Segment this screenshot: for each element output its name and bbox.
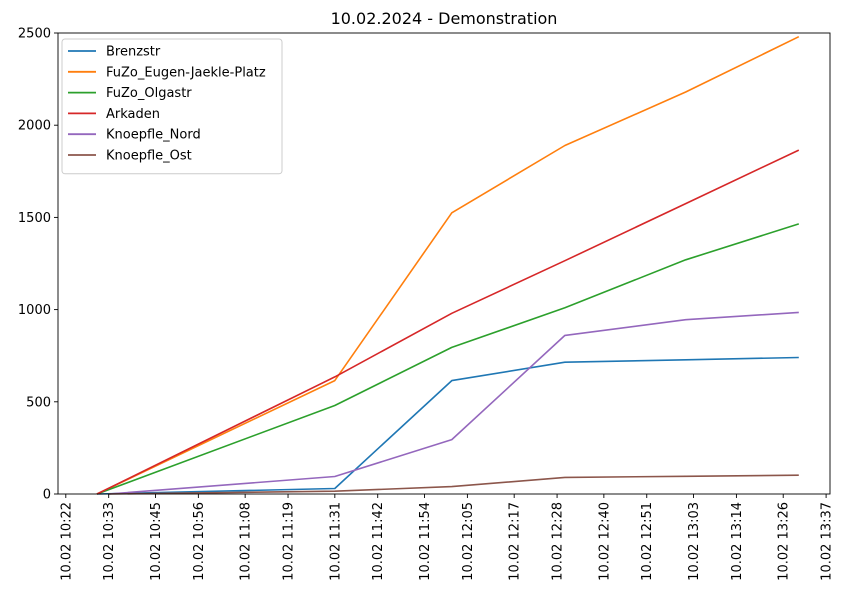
series-line-knoepfle-ost (108, 474, 799, 495)
chart-title: 10.02.2024 - Demonstration (331, 9, 558, 28)
y-tick-label: 2000 (18, 119, 51, 134)
y-tick-label: 1500 (18, 211, 51, 226)
x-tick-label: 10.02 11:08 (239, 502, 254, 581)
legend: Brenzstr FuZo_Eugen-Jaekle-Platz FuZo_Olga… (61, 38, 283, 175)
y-tick-label: 1000 (18, 303, 51, 318)
series-layer (96, 35, 800, 495)
x-tick-label: 10.02 13:37 (820, 502, 835, 581)
x-tick-label: 10.02 12:05 (461, 502, 476, 581)
series-line-fuzo-olgastr (96, 223, 800, 495)
x-tick-label: 10.02 13:26 (777, 502, 792, 581)
series-line-brenzstr (96, 356, 799, 495)
y-tick-label: 0 (43, 488, 51, 503)
x-tick-label: 10.02 10:33 (102, 502, 117, 581)
legend-label-arkaden: Arkaden (106, 107, 160, 122)
series-line-knoepfle-nord (108, 311, 799, 495)
x-tick-label: 10.02 13:03 (687, 502, 702, 581)
legend-label-knoepfle-nord: Knoepfle_Nord (106, 128, 201, 143)
x-tick-label: 10.02 12:51 (640, 502, 655, 581)
x-tick-label: 10.02 12:17 (508, 502, 523, 581)
legend-label-brenzstr: Brenzstr (106, 45, 161, 60)
series-line-fuzo-eugen-jaekle-platz (96, 35, 800, 495)
x-tick-label: 10.02 11:42 (371, 502, 386, 581)
x-tick-label: 10.02 11:19 (282, 502, 297, 581)
series-line-arkaden (96, 149, 800, 495)
plot-frame (57, 32, 831, 495)
legend-label-fuzo-eugen-jaekle-platz: FuZo_Eugen-Jaekle-Platz (106, 65, 266, 80)
x-tick-label: 10.02 10:22 (59, 502, 74, 581)
y-tick-label: 500 (26, 395, 51, 410)
y-axis: 0 500 1000 1500 2000 2500 (18, 27, 58, 503)
x-tick-label: 10.02 12:28 (551, 502, 566, 581)
legend-box (61, 38, 283, 175)
x-tick-label: 10.02 13:14 (730, 502, 745, 581)
y-tick-label: 2500 (18, 27, 51, 42)
x-tick-label: 10.02 11:54 (418, 502, 433, 581)
x-tick-label: 10.02 12:40 (597, 502, 612, 581)
x-tick-label: 10.02 11:31 (328, 502, 343, 581)
x-axis: 10.02 10:22 10.02 10:33 10.02 10:45 10.02 1… (59, 494, 835, 581)
legend-label-fuzo-olgastr: FuZo_Olgastr (106, 86, 192, 101)
x-tick-label: 10.02 10:45 (149, 502, 164, 581)
x-tick-label: 10.02 10:56 (192, 502, 207, 581)
legend-label-knoepfle-ost: Knoepfle_Ost (106, 149, 192, 164)
